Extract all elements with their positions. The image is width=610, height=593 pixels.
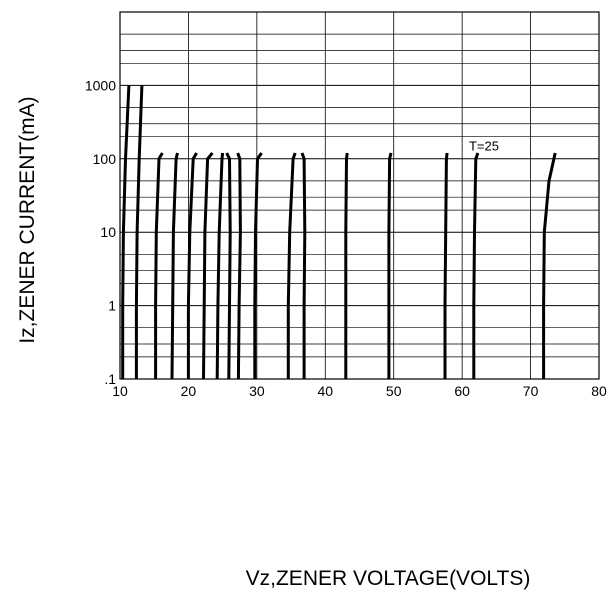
x-tick-label: 80: [591, 383, 607, 399]
x-tick-label: 70: [523, 383, 539, 399]
x-axis-title: Vz,ZENER VOLTAGE(VOLTS): [246, 567, 531, 590]
temperature-annotation: T=25: [469, 138, 499, 153]
zener-curve-16: [472, 152, 480, 379]
zener-curve-13: [344, 152, 349, 379]
x-tick-label: 50: [386, 383, 402, 399]
y-tick-label: 1000: [85, 77, 116, 93]
zener-curve-2: [134, 85, 144, 379]
zener-curve-8: [225, 152, 232, 380]
annotations: T=25: [469, 138, 499, 153]
zener-curve-11: [286, 152, 297, 379]
zener-curve-3: [154, 152, 164, 379]
zener-curve-9: [236, 152, 242, 380]
x-tick-labels: 10 20 30 40 50 60 70 80: [112, 383, 607, 399]
y-tick-label: 10: [100, 224, 116, 240]
series-group: [121, 85, 557, 380]
y-tick-label: .1: [104, 371, 116, 387]
x-tick-label: 20: [181, 383, 197, 399]
zener-curve-17: [542, 152, 557, 379]
x-tick-label: 30: [249, 383, 265, 399]
zener-curve-12: [300, 152, 307, 379]
zener-curve-1: [121, 85, 131, 379]
zener-curve-4: [170, 152, 179, 380]
zener-curve-7: [215, 152, 225, 380]
zener-curve-5: [186, 152, 198, 379]
y-axis-title: Iz,ZENER CURRENT(mA): [16, 96, 39, 343]
zener-curve-10: [253, 152, 263, 379]
zener-curve-6: [202, 152, 214, 380]
x-tick-label: 40: [317, 383, 333, 399]
x-tick-label: 60: [454, 383, 470, 399]
zener-curve-15: [443, 152, 449, 379]
y-tick-labels: .1 1 10 100 1000: [85, 77, 116, 387]
y-tick-label: 100: [93, 151, 117, 167]
zener-curve-14: [387, 152, 393, 379]
x-tick-label: 10: [112, 383, 128, 399]
plot-frame: [119, 11, 600, 380]
grid: [119, 11, 600, 380]
y-tick-label: 1: [108, 298, 116, 314]
